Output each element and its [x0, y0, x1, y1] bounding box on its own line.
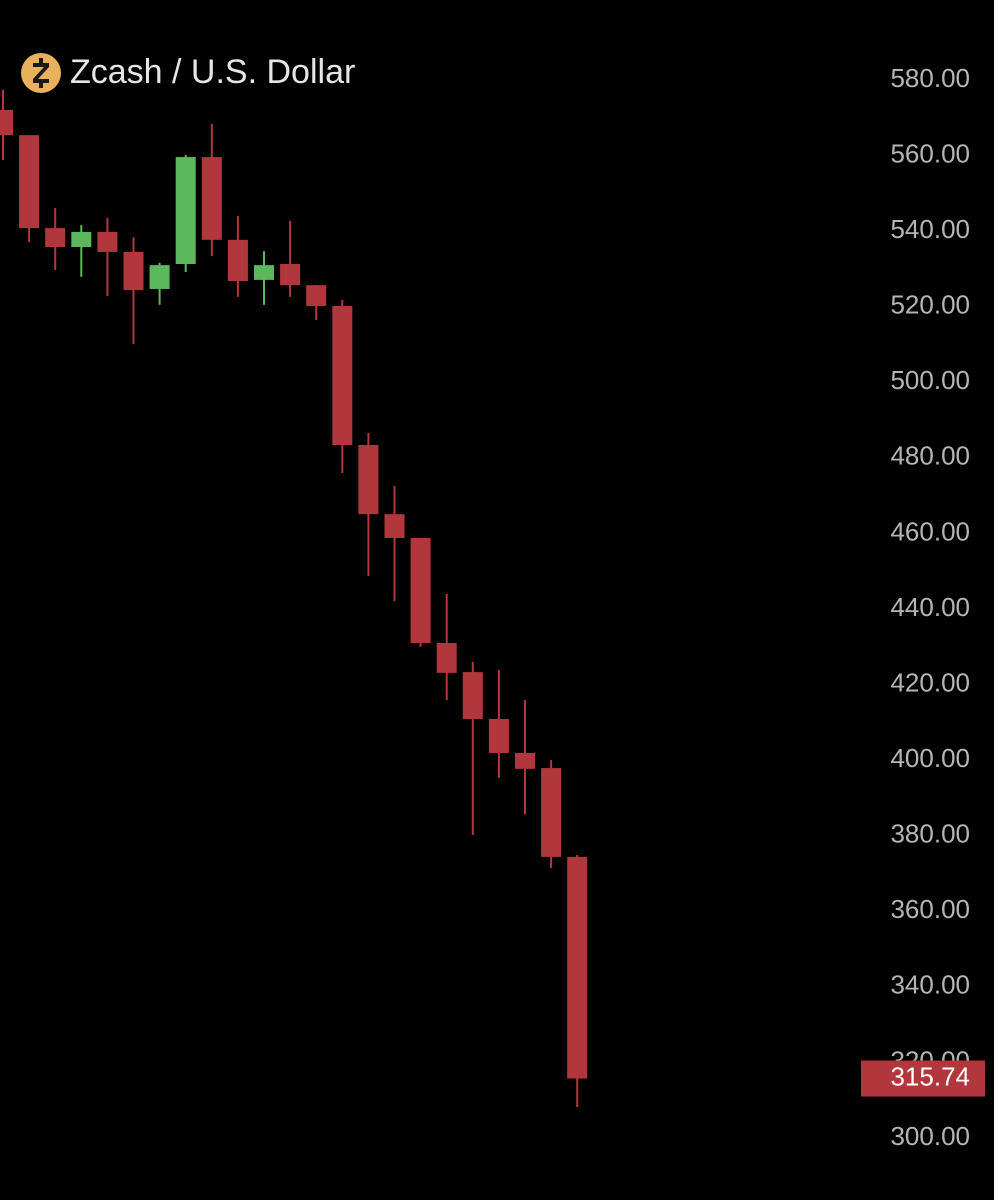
candle-body	[254, 265, 274, 280]
y-tick-label: 300.00	[890, 1121, 970, 1151]
y-tick-label: 360.00	[890, 894, 970, 924]
candle-body	[45, 228, 66, 248]
candle-body	[567, 856, 588, 1079]
candle-body	[306, 285, 327, 306]
candle-body	[175, 157, 196, 265]
candle-body	[462, 672, 483, 719]
candle-body	[123, 251, 144, 291]
candle-body	[332, 305, 353, 446]
y-tick-label: 400.00	[890, 743, 970, 773]
candle-body	[71, 231, 92, 248]
coin-icon	[21, 53, 61, 93]
y-tick-label: 560.00	[890, 138, 970, 168]
y-tick-label: 380.00	[890, 819, 970, 849]
candle-body	[488, 718, 509, 753]
candle-body	[97, 231, 118, 252]
y-tick-label: 440.00	[890, 592, 970, 622]
y-tick-label: 520.00	[890, 290, 970, 320]
candle-body	[436, 643, 457, 673]
chart-title: Zcash / U.S. Dollar	[70, 53, 355, 91]
candle-body	[280, 264, 301, 286]
candle-body	[227, 239, 248, 282]
y-tick-label: 480.00	[890, 441, 970, 471]
candle-body	[201, 157, 222, 240]
y-tick-label: 460.00	[890, 516, 970, 546]
candle-body	[515, 752, 535, 769]
y-tick-label: 540.00	[890, 214, 970, 244]
candle-body	[410, 537, 431, 644]
candle-body	[541, 768, 562, 857]
last-price-label: 315.74	[890, 1061, 970, 1091]
candle-body	[358, 445, 379, 515]
last-price-box	[861, 1060, 985, 1097]
y-tick-label: 500.00	[890, 365, 970, 395]
y-tick-label: 340.00	[890, 970, 970, 1000]
candle-body	[0, 109, 13, 136]
candle-body	[149, 265, 170, 289]
y-tick-label: 580.00	[890, 63, 970, 93]
candle-body	[19, 135, 40, 229]
candle-body	[384, 514, 405, 538]
y-tick-label: 420.00	[890, 667, 970, 697]
